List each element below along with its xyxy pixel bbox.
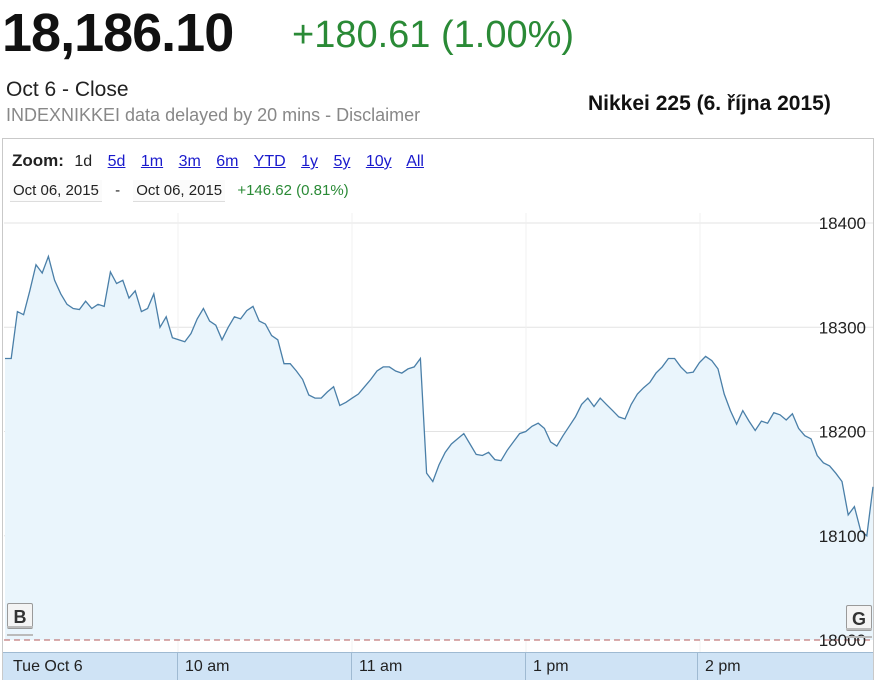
zoom-option[interactable]: 10y (365, 153, 392, 170)
delay-note: INDEXNIKKEI data delayed by 20 mins - Di… (6, 105, 421, 125)
x-tick-label: 11 am (359, 658, 403, 675)
range-end-date[interactable]: Oct 06, 2015 (133, 180, 226, 202)
time-tick (351, 653, 352, 680)
zoom-option[interactable]: YTD (253, 153, 286, 170)
zoom-option[interactable]: 3m (178, 153, 201, 170)
close-label: Oct 6 - Close (6, 78, 129, 101)
zoom-option[interactable]: 6m (216, 153, 239, 170)
chart-caption: Nikkei 225 (6. října 2015) (588, 92, 831, 115)
x-tick-label: 2 pm (705, 658, 741, 675)
zoom-option[interactable]: 5y (333, 153, 351, 170)
zoom-option[interactable]: 1y (301, 153, 319, 170)
x-tick-label: 10 am (185, 658, 230, 675)
x-tick-label: 1 pm (533, 658, 569, 675)
scroll-forward-button[interactable]: G (846, 605, 872, 638)
y-tick-label: 18000 (819, 631, 866, 650)
range-change: +146.62 (0.81%) (237, 182, 349, 199)
zoom-option[interactable]: 1m (140, 153, 164, 170)
zoom-option[interactable]: 5d (107, 153, 126, 170)
time-tick (697, 653, 698, 680)
zoom-label: Zoom: (12, 151, 64, 170)
x-tick-label: Tue Oct 6 (13, 658, 83, 675)
series-area (5, 256, 873, 640)
time-axis-bar[interactable]: Tue Oct 6 10 am 11 am 1 pm 2 pm (3, 652, 873, 680)
index-price: 18,186.10 (2, 3, 234, 63)
range-start-date[interactable]: Oct 06, 2015 (10, 180, 102, 202)
time-tick (177, 653, 178, 680)
series-line (5, 254, 874, 538)
time-tick (525, 653, 526, 680)
price-change: +180.61 (1.00%) (292, 14, 575, 56)
zoom-option[interactable]: 1d (74, 153, 93, 170)
y-tick-label: 18200 (819, 423, 866, 442)
zoom-option[interactable]: All (406, 153, 424, 170)
zoom-bar: Zoom: 1d 5d 1m 3m 6m YTD 1y 5y 10y All (12, 151, 435, 171)
y-tick-label: 18300 (819, 318, 866, 337)
scroll-back-button[interactable]: B (7, 603, 33, 636)
y-tick-label: 18400 (819, 214, 866, 233)
date-range: Oct 06, 2015 - Oct 06, 2015 +146.62 (0.8… (10, 180, 349, 202)
range-separator: - (115, 182, 121, 199)
price-chart[interactable]: 18000 18100 18200 18300 18400 (0, 205, 878, 652)
y-tick-label: 18100 (819, 527, 866, 546)
